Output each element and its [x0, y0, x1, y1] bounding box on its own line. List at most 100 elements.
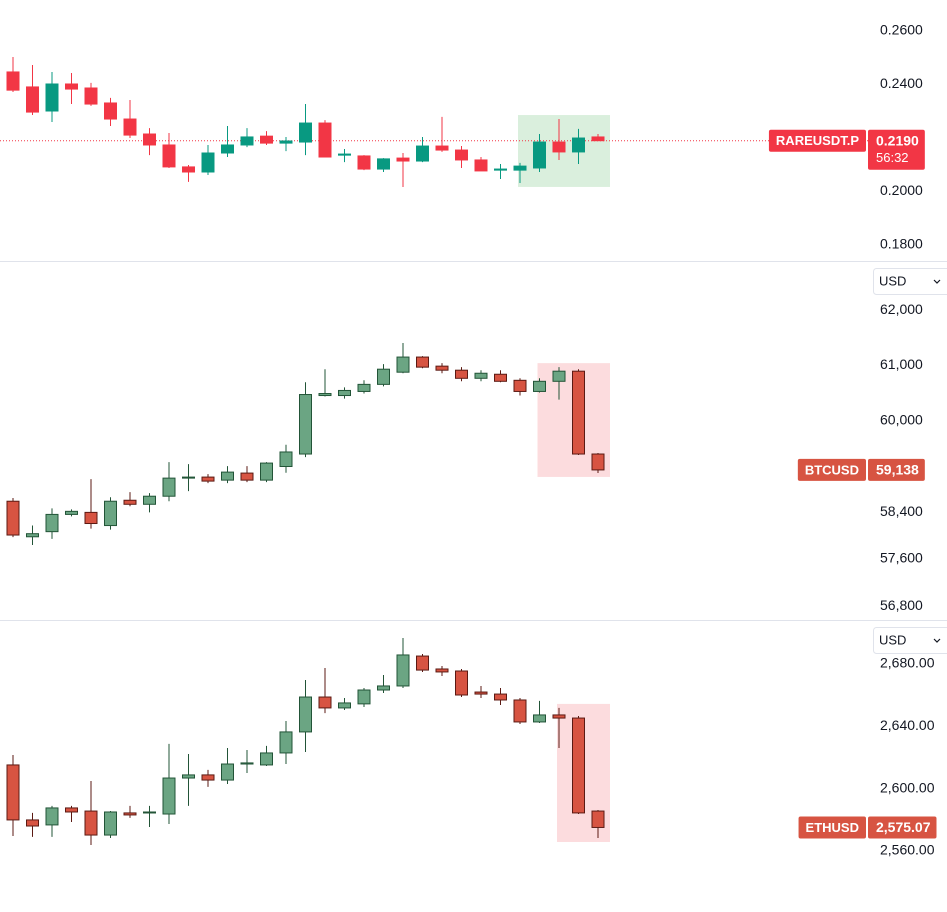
candle-body — [357, 689, 371, 705]
candle-body — [377, 368, 390, 385]
candle-body — [435, 668, 449, 673]
candle-body — [299, 696, 312, 733]
price-label: 2,575.07 — [876, 819, 931, 835]
y-tick-label: 2,640.00 — [880, 717, 935, 733]
candle-body — [396, 356, 410, 373]
candle-body — [162, 144, 176, 168]
candle-body — [572, 370, 585, 455]
price-label-box — [868, 129, 925, 170]
candle-body — [45, 807, 59, 826]
candle-body — [338, 702, 351, 709]
candle-body — [65, 510, 78, 515]
candle-body — [162, 777, 176, 815]
candle-body — [396, 654, 410, 687]
candle-body — [513, 699, 527, 723]
candle-body — [338, 389, 351, 397]
candle-body — [435, 145, 449, 151]
candle-body — [143, 495, 156, 505]
candle-body — [591, 810, 605, 828]
candle-body — [260, 752, 273, 766]
candle-body — [338, 153, 351, 156]
y-tick-label: 2,680.00 — [880, 655, 935, 671]
candle-body — [455, 149, 468, 161]
currency-dropdown[interactable] — [873, 268, 947, 295]
candle-panel: 0.2600 0.2400 0.2000 0.1800 0.2190 56:32 RAREU… — [0, 22, 925, 252]
candle-body — [84, 511, 98, 525]
candle-body — [455, 369, 468, 379]
y-tick-label: 57,600 — [880, 550, 923, 566]
candle-body — [572, 717, 585, 814]
candle-body — [552, 370, 566, 382]
y-tick-label: 2,560.00 — [880, 842, 935, 858]
candle-body — [162, 477, 176, 497]
countdown: 56:32 — [876, 150, 909, 165]
candle-body — [474, 372, 488, 379]
price-label: 59,138 — [876, 462, 919, 478]
currency-label: USD — [879, 273, 906, 288]
candle-body — [65, 807, 78, 813]
candle-body — [416, 356, 429, 368]
candle-body — [6, 500, 20, 536]
y-tick-label: 60,000 — [880, 412, 923, 428]
currency-dropdown[interactable] — [873, 627, 947, 654]
candle-body — [260, 462, 273, 481]
candle-body — [104, 102, 117, 120]
candle-body — [591, 453, 605, 471]
candle-body — [221, 144, 234, 154]
candle-body — [104, 811, 117, 836]
price-label-box — [868, 816, 937, 839]
candle-body — [494, 168, 507, 171]
candle-body — [182, 166, 195, 173]
candle-body — [279, 451, 293, 468]
dropdown-chevron — [933, 279, 941, 284]
candle-body — [26, 819, 39, 827]
candle-body — [279, 140, 293, 144]
candle-body — [182, 476, 195, 479]
symbol-label-box — [797, 458, 866, 481]
candle-body — [474, 691, 488, 695]
y-tick-label: 2,600.00 — [880, 779, 935, 795]
candle-body — [45, 513, 59, 533]
dropdown-chevron — [933, 638, 941, 643]
candle-body — [240, 472, 254, 481]
candle-body — [104, 500, 117, 527]
y-tick-label: 61,000 — [880, 356, 923, 372]
candle-body — [591, 136, 605, 142]
candle-body — [123, 118, 137, 136]
candle-body — [221, 763, 234, 781]
candle-body — [45, 83, 59, 112]
candle-body — [143, 811, 156, 814]
candle-body — [396, 157, 410, 162]
candle-body — [377, 685, 390, 691]
candle-panel: 62,000 61,000 60,000 58,400 57,600 56,800 59,1… — [6, 268, 947, 613]
candle-body — [416, 655, 429, 671]
candle-body — [533, 380, 546, 392]
candle-body — [123, 812, 137, 816]
candle-body — [357, 155, 371, 170]
candle-body — [201, 476, 215, 482]
y-tick-label: 58,400 — [880, 503, 923, 519]
symbol-label-box — [798, 816, 866, 839]
candle-body — [299, 122, 312, 143]
candle-body — [572, 137, 585, 153]
candle-panel: 2,680.00 2,640.00 2,600.00 2,560.00 2,575.07… — [6, 627, 947, 858]
candle-body — [455, 670, 468, 696]
candle-body — [552, 714, 566, 719]
candle-body — [26, 86, 39, 113]
candle-body — [318, 393, 332, 397]
candle-body — [240, 136, 254, 146]
y-tick-label: 56,800 — [880, 597, 923, 613]
candle-body — [26, 533, 39, 538]
y-tick-label: 0.1800 — [880, 236, 923, 252]
candle-body — [533, 141, 546, 169]
price-label-box — [868, 458, 925, 481]
candle-body — [494, 373, 507, 382]
candle-body — [435, 365, 449, 371]
y-tick-label: 0.2600 — [880, 22, 923, 38]
candle-body — [182, 774, 195, 779]
currency-label: USD — [879, 632, 906, 647]
candle-body — [6, 71, 20, 91]
candle-body — [357, 383, 371, 392]
candle-body — [240, 762, 254, 765]
